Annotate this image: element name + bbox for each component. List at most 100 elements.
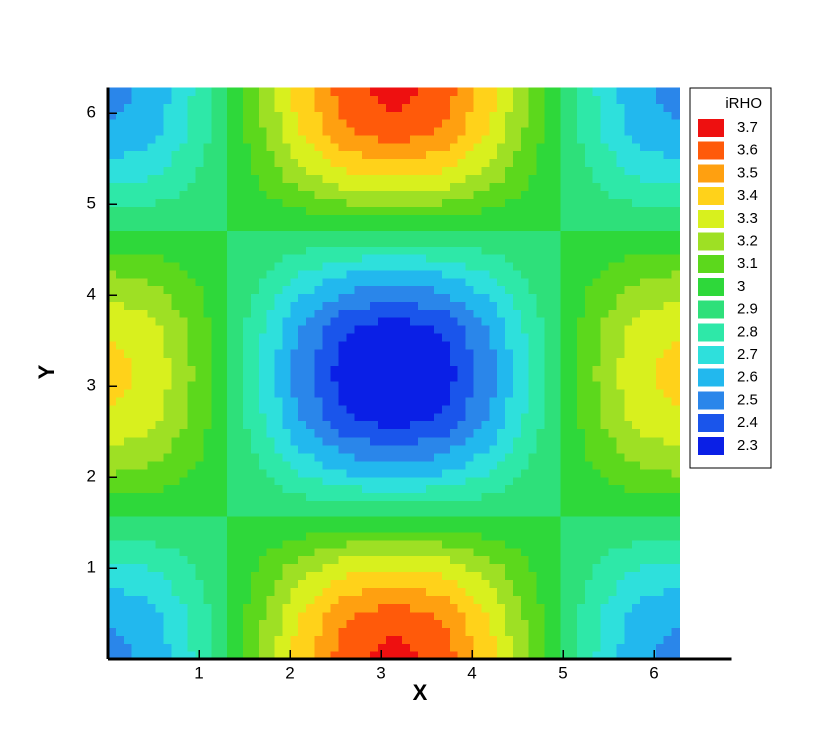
contour-cell [330,412,339,422]
contour-cell [282,571,291,581]
contour-cell [520,150,530,160]
contour-cell [377,349,387,358]
contour-cell [544,285,554,295]
contour-cell [250,381,260,390]
contour-cell [616,619,625,629]
contour-cell [536,547,546,557]
contour-cell [123,547,133,557]
contour-cell [393,373,403,382]
contour-cell [155,547,164,557]
contour-cell [211,87,220,97]
contour-cell [576,651,586,660]
contour-cell [616,246,625,255]
contour-cell [314,103,323,112]
contour-cell [131,238,141,247]
contour-cell [473,230,483,239]
contour-cell [671,627,681,636]
contour-cell [203,373,213,382]
contour-cell [115,500,125,509]
contour-cell [195,571,205,581]
contour-cell [497,627,506,636]
contour-cell [592,396,602,406]
contour-cell [282,603,291,613]
contour-cell [242,412,252,422]
contour-cell [473,492,483,501]
contour-cell [377,444,387,454]
contour-cell [647,476,657,486]
contour-cell [576,341,586,350]
contour-cell [449,420,459,430]
contour-cell [576,134,586,144]
contour-cell [346,238,355,247]
contour-cell [632,468,641,478]
contour-cell [171,428,181,438]
contour-cell [655,579,665,589]
contour-cell [108,166,117,175]
contour-cell [171,460,181,470]
contour-cell [123,190,133,199]
contour-cell [250,611,260,621]
contour-cell [211,269,220,279]
contour-cell [250,301,260,310]
contour-cell [195,611,205,621]
contour-cell [123,349,133,358]
contour-cell [155,444,164,454]
contour-cell [131,651,141,660]
contour-cell [592,301,602,310]
contour-cell [155,531,164,541]
contour-cell [330,111,339,120]
contour-cell [346,333,355,342]
contour-cell [671,333,681,342]
contour-cell [203,476,213,486]
contour-cell [417,508,427,517]
contour-cell [568,619,578,629]
contour-cell [377,166,387,175]
contour-cell [346,476,355,486]
contour-cell [560,357,570,366]
contour-cell [425,190,435,199]
contour-cell [385,468,395,478]
contour-cell [282,333,291,342]
contour-cell [552,452,562,462]
contour-cell [655,254,665,263]
contour-cell [131,389,141,398]
contour-cell [235,524,244,533]
contour-cell [115,174,125,183]
contour-cell [330,389,339,398]
contour-cell [322,103,331,112]
contour-cell [663,587,673,597]
contour-cell [592,428,602,438]
contour-cell [235,484,244,494]
contour-cell [401,293,411,302]
contour-cell [592,468,602,478]
contour-cell [584,142,594,152]
contour-cell [219,484,228,494]
contour-cell [227,547,236,557]
contour-cell [163,500,172,509]
contour-cell [322,635,331,644]
contour-cell [600,524,610,533]
contour-cell [314,277,323,287]
contour-cell [592,452,602,462]
contour-cell [314,254,323,263]
contour-cell [647,563,657,573]
contour-cell [640,246,649,255]
contour-cell [640,603,649,613]
contour-cell [401,103,411,112]
contour-cell [235,277,244,287]
contour-cell [417,643,427,652]
contour-cell [584,293,594,302]
contour-cell [195,126,205,136]
contour-cell [155,468,164,478]
contour-cell [592,190,602,199]
contour-cell [195,214,205,223]
contour-cell [632,412,641,422]
contour-cell [330,627,339,636]
contour-cell [187,103,197,112]
contour-cell [640,539,649,549]
contour-cell [576,555,586,565]
contour-cell [298,587,307,597]
contour-cell [338,468,348,478]
contour-cell [457,309,467,318]
contour-cell [227,357,236,366]
